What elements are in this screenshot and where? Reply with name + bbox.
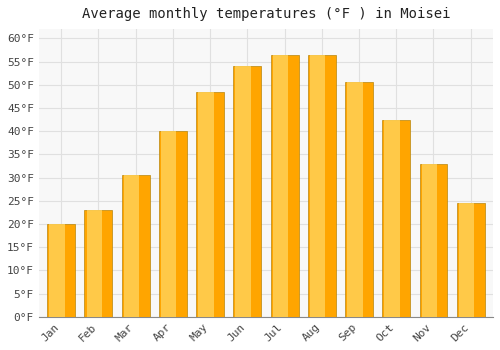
Bar <box>47 224 75 317</box>
Bar <box>196 92 224 317</box>
Bar <box>86 210 102 317</box>
Bar <box>384 120 400 317</box>
Bar <box>270 55 298 317</box>
Title: Average monthly temperatures (°F ) in Moisei: Average monthly temperatures (°F ) in Mo… <box>82 7 450 21</box>
Bar <box>272 55 288 317</box>
Bar <box>161 131 176 317</box>
Bar <box>236 66 251 317</box>
Bar <box>124 175 139 317</box>
Bar <box>84 210 112 317</box>
Bar <box>457 203 484 317</box>
Bar <box>347 83 362 317</box>
Bar <box>198 92 214 317</box>
Bar <box>159 131 187 317</box>
Bar <box>420 164 448 317</box>
Bar <box>422 164 437 317</box>
Bar <box>234 66 262 317</box>
Bar <box>308 55 336 317</box>
Bar <box>382 120 410 317</box>
Bar <box>345 83 373 317</box>
Bar <box>122 175 150 317</box>
Bar <box>459 203 474 317</box>
Bar <box>310 55 326 317</box>
Bar <box>50 224 64 317</box>
